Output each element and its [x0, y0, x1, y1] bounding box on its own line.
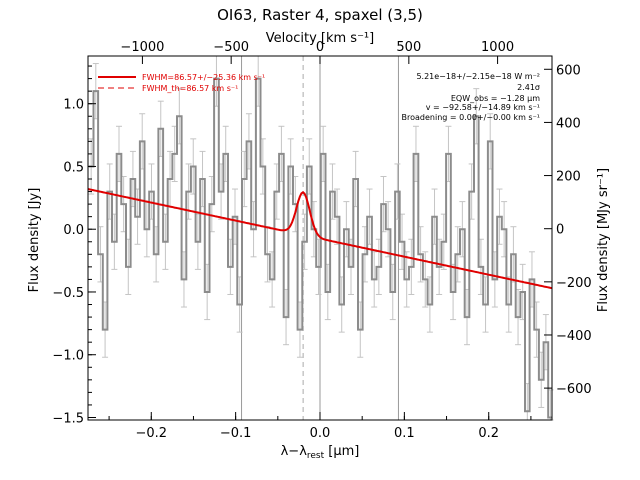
annotation-block: 5.21e−18+/−2.15e−18 W m⁻² 2.41σ EQW_obs … [402, 72, 541, 122]
y-right-tick-label: −600 [556, 382, 592, 397]
y-tick-label: −1.0 [52, 349, 84, 364]
top-tick-label: 500 [396, 40, 421, 55]
y-right-tick-label: 200 [556, 170, 581, 185]
spectrum-step-line [88, 77, 552, 419]
top-tick-label: −500 [213, 40, 249, 55]
x-tick-label: 0.1 [394, 426, 415, 441]
y-axis-label-right: Flux density [MJy sr⁻¹] [596, 168, 611, 312]
y-tick-label: −0.5 [52, 286, 84, 301]
x-tick-label: −0.1 [220, 426, 252, 441]
top-tick-label: 1000 [481, 40, 514, 55]
y-right-tick-label: 0 [556, 223, 564, 238]
x-tick-label: 0.2 [478, 426, 499, 441]
y-axis-label: Flux density [Jy] [27, 188, 42, 293]
annotation-velocity: v = −92.58+/−14.89 km s⁻¹ [426, 103, 540, 112]
annotation-sigma: 2.41σ [517, 83, 540, 92]
legend-entry-fwhm-th: FWHM_th=86.57 km s⁻¹ [142, 84, 238, 93]
y-right-tick-label: −200 [556, 276, 592, 291]
top-tick-label: 0 [316, 40, 324, 55]
y-tick-label: 1.0 [63, 98, 84, 113]
top-tick-label: −1000 [120, 40, 164, 55]
annotation-flux: 5.21e−18+/−2.15e−18 W m⁻² [416, 72, 540, 81]
x-tick-label: −0.2 [135, 426, 167, 441]
legend-entry-fwhm: FWHM=86.57+/−25.36 km s⁻¹ [142, 73, 265, 82]
annotation-broadening: Broadening = 0.00+/−0.00 km s⁻¹ [402, 113, 540, 122]
y-right-tick-label: 600 [556, 63, 581, 78]
x-axis-label: λ−λrest [μm] [281, 444, 360, 461]
y-right-tick-label: −400 [556, 329, 592, 344]
top-axis-label: Velocity [km s⁻¹] [266, 31, 374, 46]
y-right-tick-label: 400 [556, 116, 581, 131]
annotation-eqw: EQW_obs = −1.28 μm [451, 94, 540, 103]
x-tick-label: 0.0 [310, 426, 331, 441]
y-tick-label: 0.0 [63, 223, 84, 238]
chart-title: OI63, Raster 4, spaxel (3,5) [217, 6, 423, 24]
y-tick-label: 0.5 [63, 160, 84, 175]
y-tick-label: −1.5 [52, 411, 84, 426]
legend: FWHM=86.57+/−25.36 km s⁻¹ FWHM_th=86.57 … [98, 73, 265, 93]
fit-line [87, 188, 553, 290]
